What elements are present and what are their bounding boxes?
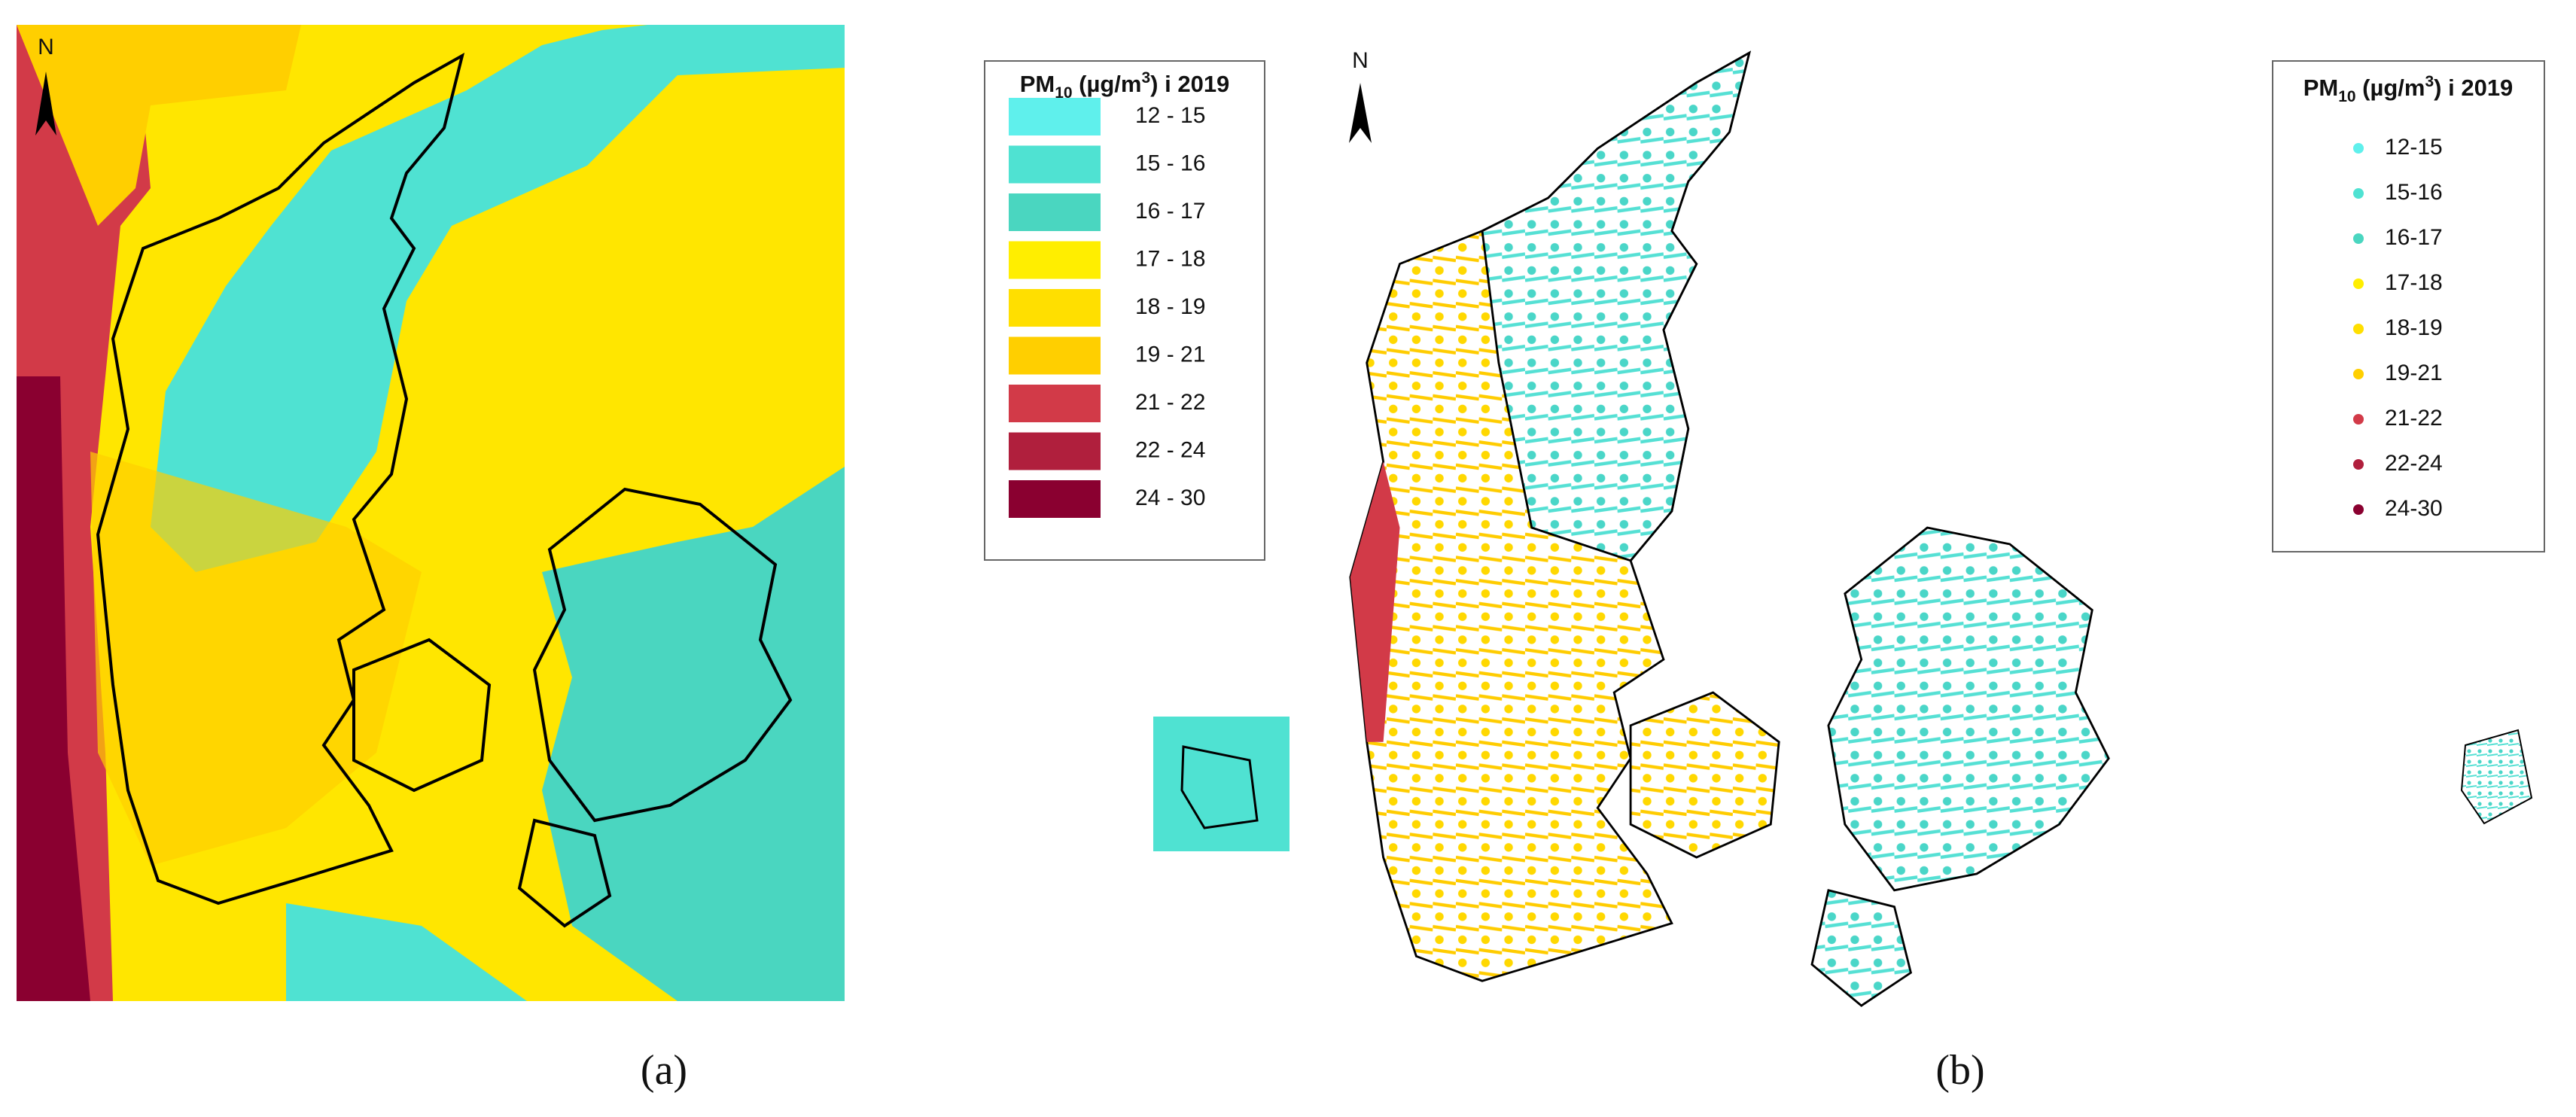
legend-dot <box>2353 504 2364 515</box>
legend-swatch <box>1009 98 1101 135</box>
legend-label: 22-24 <box>2385 451 2443 476</box>
north-arrow-b <box>1349 83 1372 143</box>
map-b <box>1349 50 2533 1007</box>
legend-dot <box>2353 459 2364 470</box>
legend-label: 12 - 15 <box>1135 103 1205 128</box>
legend-label: 18-19 <box>2385 315 2443 340</box>
title-main: PM <box>2303 75 2339 101</box>
legend-swatch <box>1009 193 1101 231</box>
title-sup: 3 <box>1141 69 1150 87</box>
title-sub: 10 <box>1055 84 1072 102</box>
legend-label: 22 - 24 <box>1135 437 1205 462</box>
legend-box <box>2272 60 2545 552</box>
legend-swatch <box>1009 480 1101 518</box>
legend-label: 18 - 19 <box>1135 294 1205 319</box>
legend-swatch <box>1009 336 1101 375</box>
legend-swatch <box>1009 145 1101 184</box>
legend-label: 16 - 17 <box>1135 199 1205 224</box>
title-unit: (µg/m <box>2356 75 2425 101</box>
legend-dot <box>2353 278 2364 289</box>
legend-label: 15 - 16 <box>1135 151 1205 175</box>
legend-label: 19-21 <box>2385 361 2443 385</box>
legend-label: 17 - 18 <box>1135 246 1205 271</box>
north-label: N <box>1352 48 1369 73</box>
legend-label: 24-30 <box>2385 496 2443 521</box>
legend-swatch <box>1009 289 1101 327</box>
legend: PM10 (µg/m3) i 2019 12-15 15-16 16-17 17-18 1… <box>2272 60 2545 552</box>
title-rest: ) i 2019 <box>2434 75 2513 101</box>
legend-label: 24 - 30 <box>1135 485 1205 510</box>
panel-label: (a) <box>641 1047 687 1094</box>
title-main: PM <box>1020 71 1055 97</box>
legend-label: 16-17 <box>2385 225 2443 250</box>
legend-swatch <box>1009 385 1101 422</box>
legend-label: 19 - 21 <box>1135 342 1205 367</box>
north-label: N <box>38 35 54 59</box>
north-arrow-a <box>35 72 56 135</box>
legend-title: PM10 (µg/m3) i 2019 <box>1020 69 1230 102</box>
legend-label: 15-16 <box>2385 180 2443 205</box>
title-sup: 3 <box>2425 73 2434 90</box>
map-a <box>17 25 845 1001</box>
bornholm-inset-a <box>1153 717 1290 851</box>
legend-label: 21-22 <box>2385 406 2443 431</box>
panel-label: (b) <box>1935 1047 1984 1094</box>
legend-dot <box>2353 414 2364 425</box>
legend-swatch <box>1009 432 1101 470</box>
legend-swatch <box>1009 241 1101 279</box>
legend-label: 17-18 <box>2385 270 2443 295</box>
title-unit: (µg/m <box>1073 71 1142 97</box>
title-sub: 10 <box>2338 88 2355 105</box>
legend-label: 12-15 <box>2385 135 2443 160</box>
legend-dot <box>2353 188 2364 199</box>
legend-dot <box>2353 324 2364 334</box>
legend-dot <box>2353 369 2364 379</box>
legend-dot <box>2353 143 2364 154</box>
legend-dot <box>2353 233 2364 244</box>
legend-label: 21 - 22 <box>1135 390 1205 415</box>
legend-title: PM10 (µg/m3) i 2019 <box>2303 73 2514 105</box>
title-rest: ) i 2019 <box>1150 71 1229 97</box>
bornholm-b <box>2460 729 2533 825</box>
